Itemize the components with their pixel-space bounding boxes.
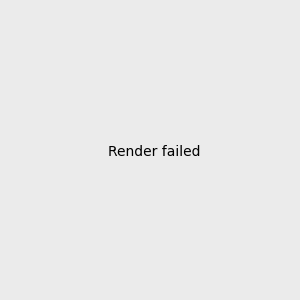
Text: Render failed: Render failed [107, 145, 200, 158]
